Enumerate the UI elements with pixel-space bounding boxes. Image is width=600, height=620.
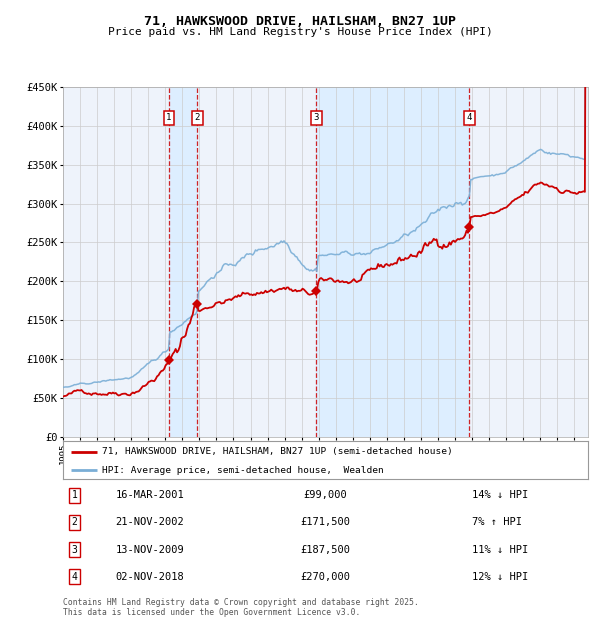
Text: 13-NOV-2009: 13-NOV-2009 [115,544,184,554]
Bar [316,87,469,437]
Text: £99,000: £99,000 [304,490,347,500]
Text: 4: 4 [467,113,472,122]
Text: 16-MAR-2001: 16-MAR-2001 [115,490,184,500]
Text: 71, HAWKSWOOD DRIVE, HAILSHAM, BN27 1UP: 71, HAWKSWOOD DRIVE, HAILSHAM, BN27 1UP [144,15,456,28]
Text: £171,500: £171,500 [301,518,350,528]
Text: 71, HAWKSWOOD DRIVE, HAILSHAM, BN27 1UP (semi-detached house): 71, HAWKSWOOD DRIVE, HAILSHAM, BN27 1UP … [103,448,453,456]
Text: 11% ↓ HPI: 11% ↓ HPI [473,544,529,554]
Text: 2: 2 [71,518,77,528]
Text: 12% ↓ HPI: 12% ↓ HPI [473,572,529,582]
Text: 3: 3 [71,544,77,554]
Text: 4: 4 [71,572,77,582]
Bar [169,87,197,437]
Text: £187,500: £187,500 [301,544,350,554]
Text: £270,000: £270,000 [301,572,350,582]
Text: 1: 1 [71,490,77,500]
Text: 1: 1 [166,113,172,122]
Text: 21-NOV-2002: 21-NOV-2002 [115,518,184,528]
Text: Contains HM Land Registry data © Crown copyright and database right 2025.
This d: Contains HM Land Registry data © Crown c… [63,598,419,617]
Text: HPI: Average price, semi-detached house,  Wealden: HPI: Average price, semi-detached house,… [103,466,384,475]
Text: 2: 2 [195,113,200,122]
Text: Price paid vs. HM Land Registry's House Price Index (HPI): Price paid vs. HM Land Registry's House … [107,27,493,37]
Text: 02-NOV-2018: 02-NOV-2018 [115,572,184,582]
Text: 7% ↑ HPI: 7% ↑ HPI [473,518,523,528]
Text: 3: 3 [314,113,319,122]
Text: 14% ↓ HPI: 14% ↓ HPI [473,490,529,500]
